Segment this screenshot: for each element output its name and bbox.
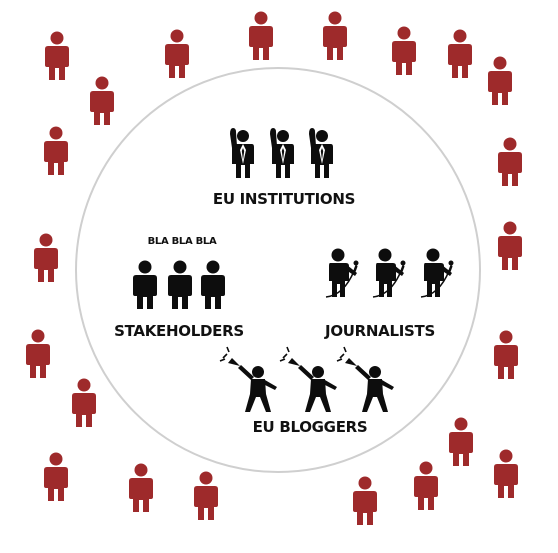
public-person-icon	[323, 11, 347, 60]
journalists-group: JOURNALISTS	[324, 247, 455, 340]
public-person-icon	[26, 329, 50, 378]
public-person-icon	[498, 221, 522, 270]
journalists-label: JOURNALISTS	[324, 322, 435, 340]
public-person-icon	[72, 378, 96, 427]
public-person-icon	[449, 417, 473, 466]
public-person-icon	[448, 29, 472, 78]
public-person-icon	[129, 463, 153, 512]
public-person-icon	[353, 476, 377, 525]
central-circle	[75, 67, 481, 473]
public-person-icon	[498, 137, 522, 186]
public-person-icon	[488, 56, 512, 105]
public-person-icon	[34, 233, 58, 282]
public-person-icon	[249, 11, 273, 60]
public-person-icon	[494, 330, 518, 379]
public-person-icon	[45, 31, 69, 80]
public-person-icon	[494, 449, 518, 498]
speech-text: BLA BLA BLA	[148, 236, 217, 247]
public-person-icon	[165, 29, 189, 78]
eu-bloggers-group: EU BLOGGERS	[219, 346, 395, 436]
public-person-icon	[90, 76, 114, 125]
public-person-icon	[414, 461, 438, 510]
public-person-icon	[194, 471, 218, 520]
public-person-icon	[44, 126, 68, 175]
stakeholders-label: STAKEHOLDERS	[114, 322, 244, 340]
eu-institutions-label: EU INSTITUTIONS	[213, 190, 355, 208]
stakeholders-group: BLA BLA BLA STAKEHOLDERS	[114, 236, 244, 340]
public-person-icon	[44, 452, 68, 501]
eu-bloggers-label: EU BLOGGERS	[253, 418, 368, 436]
public-person-icon	[392, 26, 416, 75]
eu-institutions-group: EU INSTITUTIONS	[213, 128, 355, 208]
